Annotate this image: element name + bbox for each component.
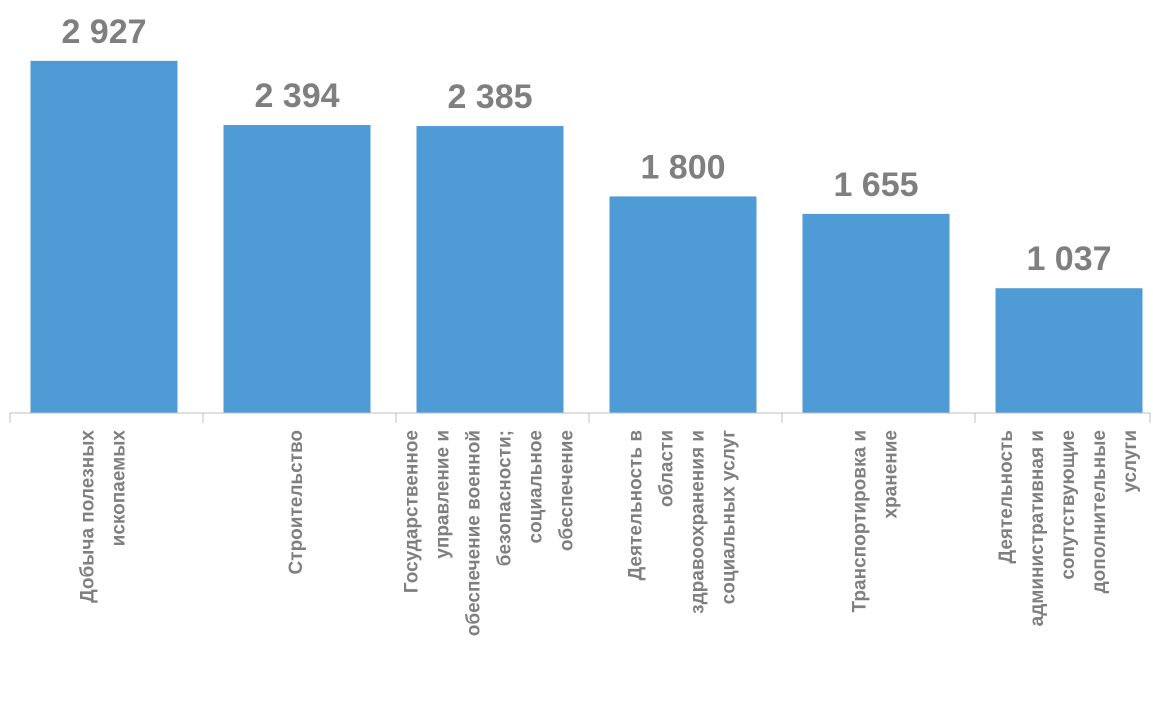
bar bbox=[995, 288, 1143, 413]
x-tick-label: Государственное bbox=[402, 430, 423, 593]
x-tick-label: ископаемых bbox=[109, 430, 130, 547]
x-tick-label: Добыча полезных bbox=[78, 430, 99, 603]
x-tick-label: Транспортировка и bbox=[850, 430, 871, 612]
bar bbox=[30, 60, 178, 414]
x-tick-label: дополнительные bbox=[1089, 430, 1110, 593]
x-tick-label: административная и bbox=[1027, 430, 1048, 626]
x-tick-label: социальное bbox=[526, 430, 547, 544]
x-tick-label: сопутствующие bbox=[1058, 430, 1079, 580]
value-label: 1 037 bbox=[1026, 240, 1111, 278]
x-tick-label: Деятельность в bbox=[626, 430, 647, 580]
x-tick-label: социальных услуг bbox=[719, 430, 740, 604]
x-tick-label: хранение bbox=[881, 430, 902, 519]
value-label: 2 394 bbox=[254, 77, 339, 115]
x-tick-label: услуги bbox=[1120, 430, 1141, 493]
x-tick-label: здравоохранения и bbox=[688, 430, 709, 614]
x-tick-label: области bbox=[657, 430, 678, 507]
value-label: 2 385 bbox=[447, 78, 532, 116]
bar bbox=[802, 213, 950, 413]
x-tick-label: Деятельность bbox=[996, 430, 1017, 563]
x-tick-label: обеспечение военной bbox=[464, 430, 485, 636]
x-tick-label: управление и bbox=[433, 430, 454, 559]
value-label: 2 927 bbox=[61, 13, 146, 51]
x-tick-label: обеспечение bbox=[557, 430, 578, 551]
value-label: 1 655 bbox=[833, 166, 918, 204]
bar bbox=[609, 196, 757, 413]
x-tick-label: безопасности; bbox=[495, 430, 516, 566]
value-label: 1 800 bbox=[640, 148, 725, 186]
bar bbox=[416, 126, 564, 413]
bar bbox=[223, 124, 371, 414]
x-tick-label: Строительство bbox=[286, 430, 307, 574]
